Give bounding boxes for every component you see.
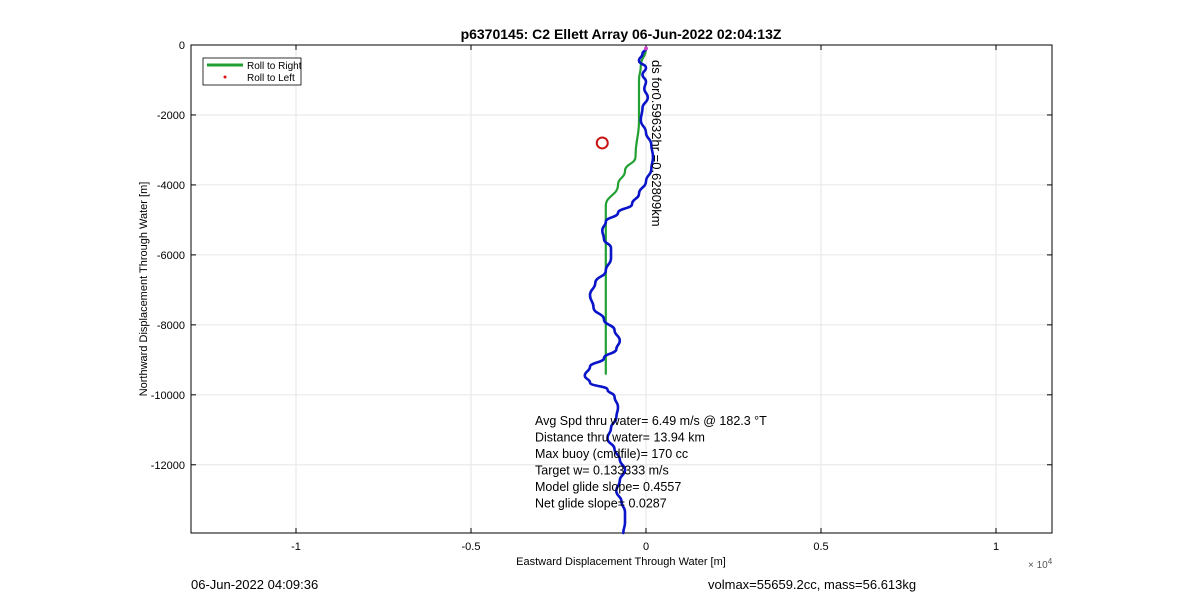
x-tick-label: 0 xyxy=(643,541,649,553)
y-tick-label: -12000 xyxy=(151,460,185,472)
start-point-marker xyxy=(644,46,648,51)
red-circle-marker xyxy=(595,136,609,150)
legend-box xyxy=(202,57,302,86)
y-tick-label: -2000 xyxy=(157,110,185,122)
legend-label-roll-left: Roll to Left xyxy=(247,73,295,84)
chart-title: p6370145: C2 Ellett Array 06-Jun-2022 02… xyxy=(461,26,782,42)
x-tick-label: 0.5 xyxy=(813,541,828,553)
annotation-line: Net glide slope= 0.0287 xyxy=(535,497,667,511)
annotation-line: Target w= 0.133333 m/s xyxy=(535,464,669,478)
x-tick-label: 1 xyxy=(993,541,999,553)
x-tick-label: -1 xyxy=(291,541,301,553)
y-axis-label: Northward Displacement Through Water [m] xyxy=(138,182,150,397)
plot-area xyxy=(190,44,1053,534)
y-tick-label: -6000 xyxy=(157,250,185,262)
path-label: ds for0.59632hr =0.62809km xyxy=(649,60,664,227)
y-tick-label: -8000 xyxy=(157,320,185,332)
footer-volmax-mass: volmax=55659.2cc, mass=56.613kg xyxy=(708,577,917,592)
x-exponent-base: × 10 xyxy=(1028,560,1048,571)
legend-dot-roll-left xyxy=(223,75,227,79)
annotation-line: Max buoy (cmdfile)= 170 cc xyxy=(535,447,688,461)
y-tick-label: 0 xyxy=(179,40,185,52)
legend-label-roll-right: Roll to Right xyxy=(247,61,302,72)
x-tick-label: -0.5 xyxy=(462,541,481,553)
annotation-line: Model glide slope= 0.4557 xyxy=(535,480,681,494)
series-blue-track xyxy=(583,47,655,535)
legend: Roll to Right Roll to Left xyxy=(202,57,302,86)
x-exponent-power: 4 xyxy=(1048,557,1053,566)
markers xyxy=(595,46,648,150)
x-axis-exponent: × 104 xyxy=(1028,557,1053,571)
annotation-line: Distance thru water= 13.94 km xyxy=(535,431,705,445)
axis-ticks: -1 -0.5 0 0.5 1 0 -2000 -4000 -6000 -8000 -10000 -1… xyxy=(151,40,1052,553)
series xyxy=(583,47,655,535)
x-axis-label: Eastward Displacement Through Water [m] xyxy=(516,556,726,568)
annotation-line: Avg Spd thru water= 6.49 m/s @ 182.3 °T xyxy=(535,414,767,428)
y-tick-label: -4000 xyxy=(157,180,185,192)
footer-timestamp: 06-Jun-2022 04:09:36 xyxy=(191,577,319,592)
annotations: Avg Spd thru water= 6.49 m/s @ 182.3 °T D… xyxy=(535,414,767,511)
y-tick-label: -10000 xyxy=(151,390,185,402)
